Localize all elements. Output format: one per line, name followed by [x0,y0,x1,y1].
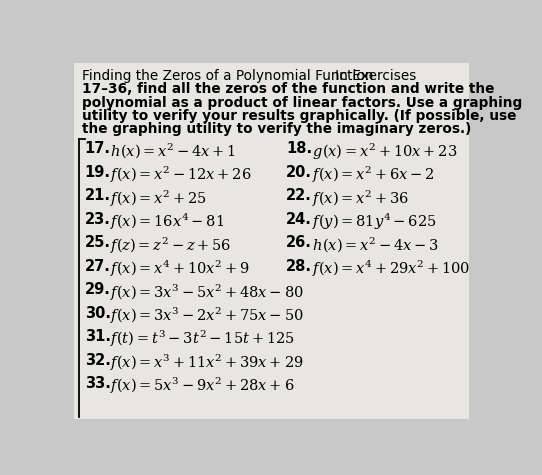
Text: 25.: 25. [85,235,111,250]
Text: 17.: 17. [85,142,111,156]
Text: $f(x) = 3x^3 - 2x^2 + 75x - 50$: $f(x) = 3x^3 - 2x^2 + 75x - 50$ [106,306,304,326]
Text: In Exercises: In Exercises [322,68,416,83]
Text: 24.: 24. [286,212,312,227]
Text: $h(x) = x^2 - 4x + 1$: $h(x) = x^2 - 4x + 1$ [106,142,236,160]
Text: $f(x) = x^4 + 29x^2 + 100$: $f(x) = x^4 + 29x^2 + 100$ [308,259,470,279]
Text: 28.: 28. [286,259,312,274]
Text: $f(x) = 16x^4 - 81$: $f(x) = 16x^4 - 81$ [106,212,225,232]
Text: $f(t) = t^3 - 3t^2 - 15t + 125$: $f(t) = t^3 - 3t^2 - 15t + 125$ [106,329,295,350]
Text: $f(x) = 3x^3 - 5x^2 + 48x - 80$: $f(x) = 3x^3 - 5x^2 + 48x - 80$ [106,282,304,303]
Text: 31.: 31. [85,329,111,344]
Text: 20.: 20. [286,165,312,180]
Text: utility to verify your results graphically. (If possible, use: utility to verify your results graphical… [82,109,516,123]
Text: $g(x) = x^2 + 10x + 23$: $g(x) = x^2 + 10x + 23$ [308,142,457,162]
Text: polynomial as a product of linear factors. Use a graphing: polynomial as a product of linear factor… [82,95,522,110]
Text: $f(x) = x^2 - 12x + 26$: $f(x) = x^2 - 12x + 26$ [106,165,252,185]
Text: 21.: 21. [85,188,111,203]
Text: $f(x) = x^4 + 10x^2 + 9$: $f(x) = x^4 + 10x^2 + 9$ [106,259,250,279]
Text: 26.: 26. [286,235,312,250]
Text: 19.: 19. [85,165,111,180]
Text: $f(x) = x^2 + 36$: $f(x) = x^2 + 36$ [308,188,409,209]
Text: $f(y) = 81y^4 - 625$: $f(y) = 81y^4 - 625$ [308,212,436,232]
Text: 30.: 30. [85,306,111,321]
Text: 29.: 29. [85,282,111,297]
Text: 27.: 27. [85,259,111,274]
Text: 18.: 18. [286,142,312,156]
Text: $f(x) = x^3 + 11x^2 + 39x + 29$: $f(x) = x^3 + 11x^2 + 39x + 29$ [106,352,304,373]
Text: 33.: 33. [85,376,111,391]
Text: $f(x) = x^2 + 25$: $f(x) = x^2 + 25$ [106,188,207,209]
Text: $f(x) = 5x^3 - 9x^2 + 28x + 6$: $f(x) = 5x^3 - 9x^2 + 28x + 6$ [106,376,295,397]
Text: 22.: 22. [286,188,312,203]
Text: $f(z) = z^2 - z + 56$: $f(z) = z^2 - z + 56$ [106,235,232,256]
Text: $f(x) = x^2 + 6x - 2$: $f(x) = x^2 + 6x - 2$ [308,165,434,185]
Text: $h(x) = x^2 - 4x - 3$: $h(x) = x^2 - 4x - 3$ [308,235,439,254]
Text: 17–36, find all the zeros of the function and write the: 17–36, find all the zeros of the functio… [82,82,494,96]
FancyBboxPatch shape [74,63,469,419]
Text: Finding the Zeros of a Polynomial Function: Finding the Zeros of a Polynomial Functi… [82,68,373,83]
Text: 32.: 32. [85,352,111,368]
Text: the graphing utility to verify the imaginary zeros.): the graphing utility to verify the imagi… [82,123,471,136]
Text: 23.: 23. [85,212,111,227]
